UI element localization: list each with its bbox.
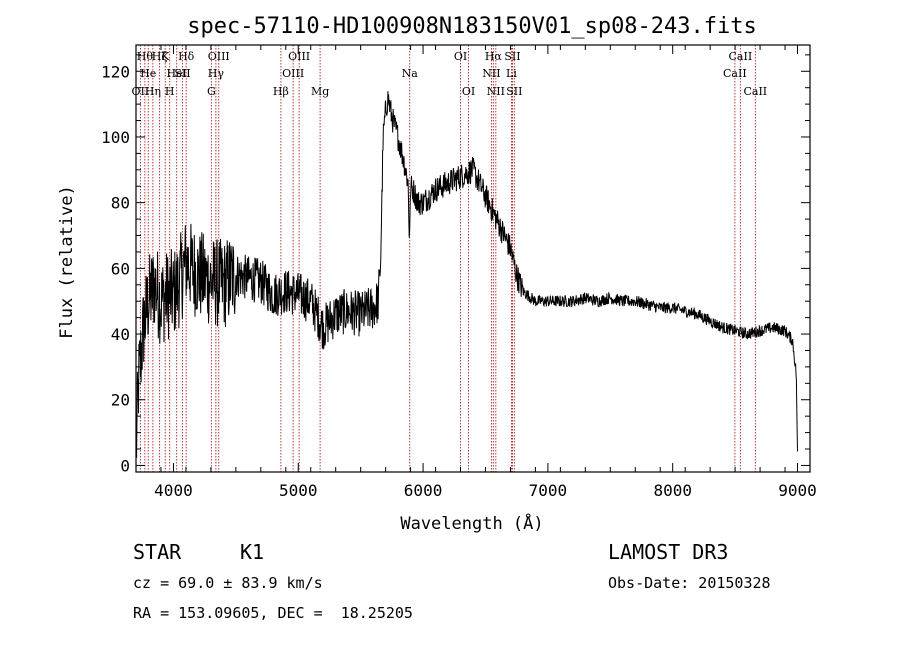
y-tick-label: 80 [111, 194, 130, 213]
y-tick-label: 0 [120, 456, 130, 475]
spectral-line-label: K [161, 50, 170, 63]
observation-date: Obs-Date: 20150328 [608, 574, 771, 592]
spectral-line-label: SII [174, 67, 190, 80]
spectral-line-label: G [207, 85, 216, 98]
spectral-line-label: Hθ [137, 50, 154, 63]
y-tick-label: 100 [101, 128, 130, 147]
spectral-line-label: Hη [145, 85, 161, 98]
plot-frame [135, 44, 811, 473]
spectral-line-label: HeI [166, 67, 186, 80]
spectral-line-label: Mg [311, 85, 329, 98]
x-tick-label: 6000 [404, 481, 443, 500]
spectral-line-label: CaII [723, 67, 747, 80]
y-axis-label: Flux (relative) [57, 185, 77, 339]
y-tick-label: 20 [111, 391, 130, 410]
x-tick-label: 5000 [279, 481, 318, 500]
y-tick-label: 40 [111, 325, 130, 344]
x-tick-label: 9000 [778, 481, 817, 500]
spectral-line-label: Hγ [208, 67, 225, 80]
object-class: STAR [133, 540, 182, 564]
spectral-line-label: SII [506, 85, 522, 98]
spectral-line-labels: OIIHθHeHηHζKHHeISIIHδGHγOIIIHβOIIIOIIIMg… [132, 50, 768, 98]
coordinates: RA = 153.09605, DEC = 18.25205 [133, 604, 413, 622]
spectral-line-label: He [140, 67, 156, 80]
spectral-line-label: Na [402, 67, 419, 80]
spectral-line-label: Hα [485, 50, 503, 63]
spectral-line-label: Hζ [152, 50, 168, 63]
y-tick-label: 120 [101, 62, 130, 81]
redshift-velocity: cz = 69.0 ± 83.9 km/s [133, 574, 323, 592]
spectral-line-label: OIII [208, 50, 230, 63]
spectral-line-label: NII [487, 85, 505, 98]
x-axis-label: Wavelength (Å) [400, 512, 543, 534]
spectral-line-label: OI [454, 50, 467, 63]
spectral-line-label: Hδ [178, 50, 195, 63]
x-tick-label: 4000 [154, 481, 193, 500]
x-tick-label: 8000 [653, 481, 692, 500]
spectral-line-label: Hβ [273, 85, 289, 98]
axes: 4000 5000 6000 7000 8000 9000 0 20 40 60 80 100 120 [101, 45, 817, 500]
spectrum-line [135, 91, 798, 458]
object-subclass: K1 [240, 540, 265, 564]
spectral-line-label: SII [504, 50, 520, 63]
spectral-line-label: OI [462, 85, 475, 98]
spectral-line-label: H [165, 85, 175, 98]
spectral-line-label: OIII [288, 50, 310, 63]
spectral-line-label: OIII [282, 67, 304, 80]
spectral-line-label: NII [482, 67, 500, 80]
spectral-line-label: Li [506, 67, 517, 80]
y-tick-label: 60 [111, 259, 130, 278]
survey-name: LAMOST DR3 [608, 540, 729, 564]
spectral-line-label: CaII [743, 85, 767, 98]
chart-title: spec-57110-HD100908N183150V01_sp08-243.f… [187, 14, 757, 39]
x-tick-label: 7000 [529, 481, 568, 500]
spectral-line-label: CaII [729, 50, 753, 63]
